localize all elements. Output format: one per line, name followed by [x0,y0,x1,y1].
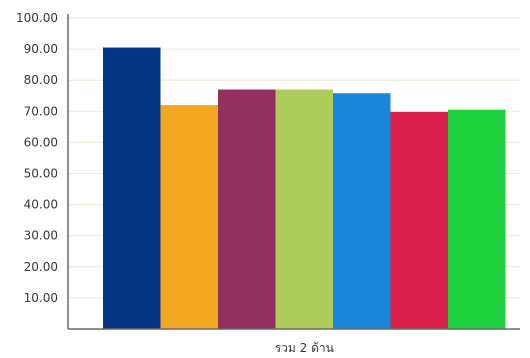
y-tick-label: 50.00 [24,167,58,181]
x-axis-category-label: รวม 2 ด้าน [275,341,334,355]
y-tick-label: 100.00 [16,11,58,25]
bar-7 [448,109,506,330]
y-tick-label: 20.00 [24,260,58,274]
y-tick-label: 70.00 [24,104,58,118]
y-axis-tick-labels: 10.00 20.00 30.00 40.00 50.00 60.00 70.00 80.00… [16,11,58,305]
bar-4 [275,89,333,329]
y-tick-label: 10.00 [24,291,58,305]
y-tick-label: 60.00 [24,135,58,149]
bar-5 [333,93,391,330]
bar-2 [160,105,218,329]
bar-1 [103,47,161,330]
y-tick-label: 90.00 [24,42,58,56]
bar-6 [390,111,448,329]
y-tick-label: 80.00 [24,73,58,87]
bar-3 [218,89,276,329]
bars [103,47,506,330]
y-tick-label: 30.00 [24,229,58,243]
y-tick-label: 40.00 [24,198,58,212]
